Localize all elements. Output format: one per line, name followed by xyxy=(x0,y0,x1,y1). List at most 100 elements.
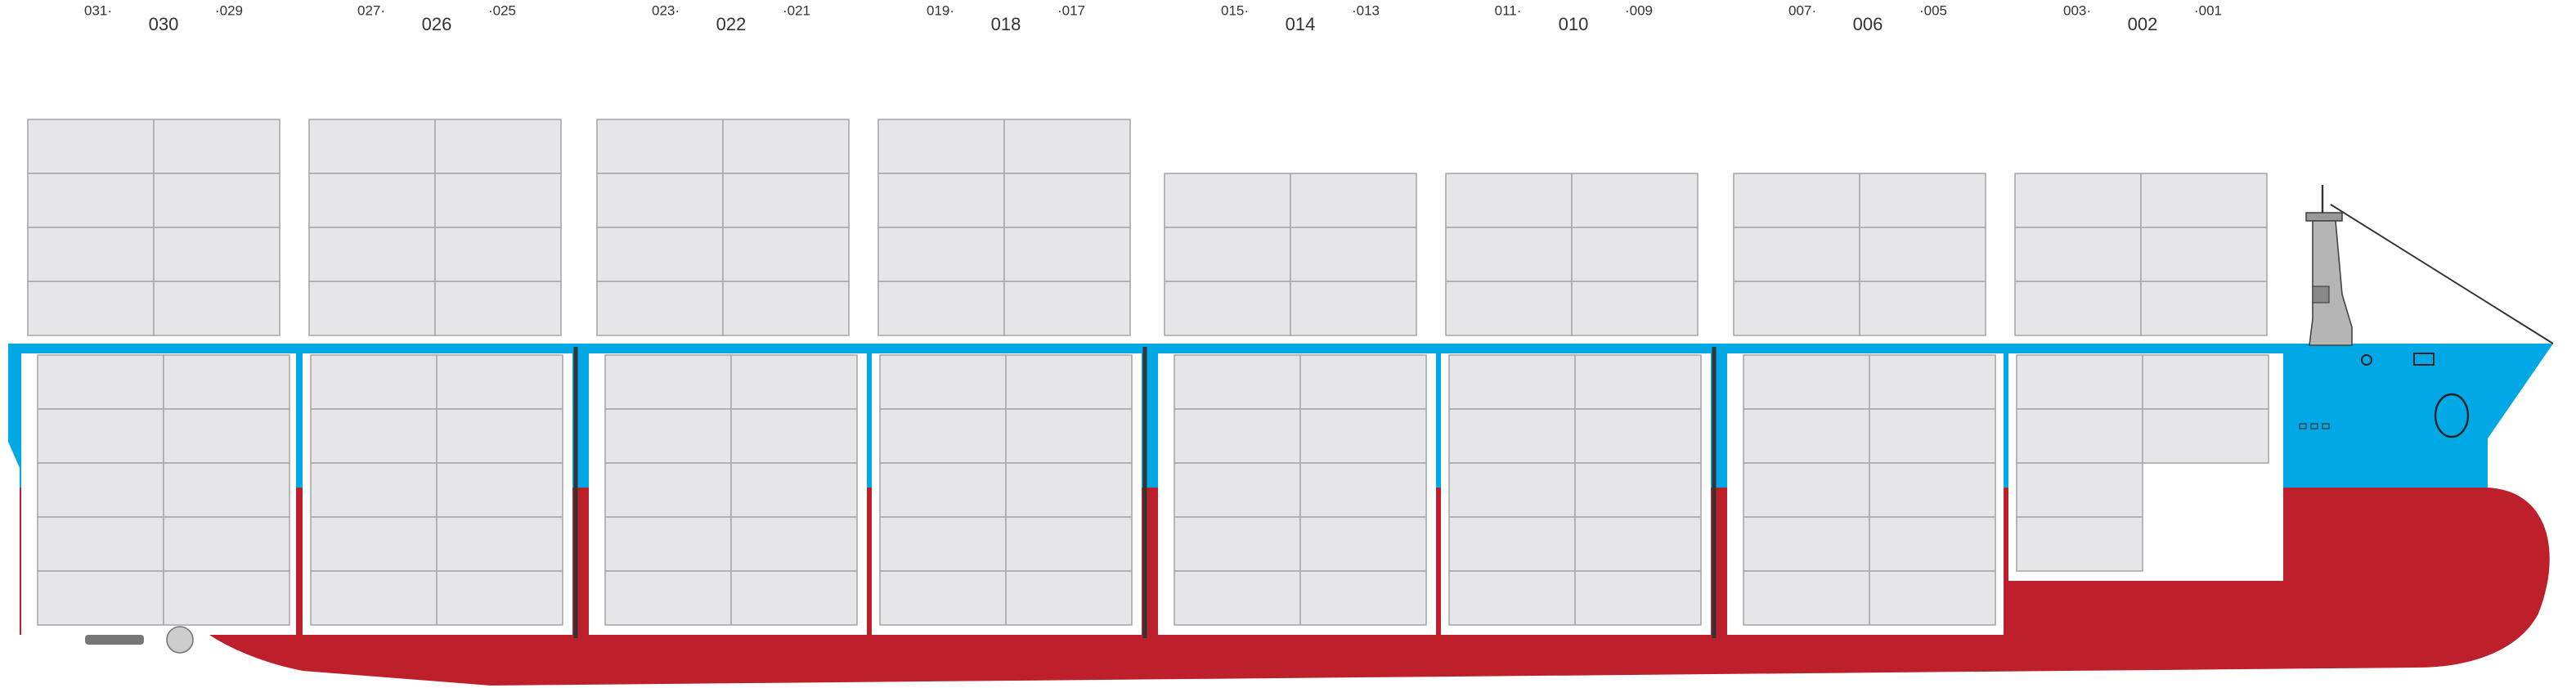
bay-label-left: 003· xyxy=(2063,2,2091,18)
hold-container xyxy=(604,462,732,518)
hold-container xyxy=(436,354,563,410)
deck-container xyxy=(2014,227,2142,282)
anchor xyxy=(2434,393,2470,438)
deck-container xyxy=(1571,281,1699,336)
hold-container xyxy=(879,462,1007,518)
deck-container xyxy=(308,281,436,336)
hold-container xyxy=(1174,570,1301,626)
hold-container xyxy=(2142,354,2269,410)
hold-container xyxy=(1869,354,1996,410)
deck-container xyxy=(2140,281,2268,336)
hold-container xyxy=(1005,408,1133,464)
deck-container xyxy=(153,173,280,228)
hold-container xyxy=(879,408,1007,464)
bay-label-right: ·013 xyxy=(1352,2,1380,18)
deck-container xyxy=(596,173,724,228)
hold-container xyxy=(1299,408,1427,464)
hold-container xyxy=(436,462,563,518)
deck-container xyxy=(1003,227,1131,282)
hold-container xyxy=(1005,516,1133,572)
deck-container xyxy=(1733,227,1860,282)
hold-container xyxy=(1743,462,1870,518)
deck-container xyxy=(153,281,280,336)
hold-container xyxy=(1005,462,1133,518)
deck-container xyxy=(1164,281,1291,336)
bay-label-left: 019· xyxy=(927,2,954,18)
hold-container xyxy=(1869,570,1996,626)
deck-container xyxy=(1859,281,1986,336)
hold-container xyxy=(310,570,438,626)
deck-container xyxy=(1445,227,1573,282)
bay-label-right: ·005 xyxy=(1919,2,1947,18)
hold-container xyxy=(1574,354,1702,410)
deck-container xyxy=(1571,227,1699,282)
bridge-top xyxy=(2305,212,2343,222)
hold-container xyxy=(879,516,1007,572)
hold-container xyxy=(37,516,164,572)
deck-container xyxy=(1290,173,1417,228)
hold-container xyxy=(604,408,732,464)
hold-container xyxy=(163,516,290,572)
hold-container xyxy=(1574,408,1702,464)
deck-container xyxy=(308,173,436,228)
bay-label-right: ·001 xyxy=(2194,2,2222,18)
bridge xyxy=(2309,220,2353,346)
deck-container xyxy=(1290,281,1417,336)
deck-container xyxy=(153,119,280,174)
deck-container xyxy=(2140,173,2268,228)
hold-container xyxy=(163,354,290,410)
hold-container xyxy=(1448,570,1576,626)
bay-label-right: ·017 xyxy=(1057,2,1085,18)
hold-container xyxy=(2016,462,2143,518)
deck-container xyxy=(1733,173,1860,228)
hold-container xyxy=(1869,408,1996,464)
bay-label-right: ·025 xyxy=(488,2,516,18)
deck-container xyxy=(434,281,562,336)
hold-container xyxy=(1448,516,1576,572)
hold-container xyxy=(730,462,858,518)
deck-container xyxy=(434,227,562,282)
hold-container xyxy=(1299,570,1427,626)
hold-container xyxy=(604,354,732,410)
hold-container xyxy=(1448,354,1576,410)
bay-label-left: 011· xyxy=(1495,2,1522,18)
deck-container xyxy=(1859,173,1986,228)
bay-label-left: 023· xyxy=(652,2,680,18)
hold-container xyxy=(310,462,438,518)
deck-container xyxy=(596,119,724,174)
deck-container xyxy=(1445,173,1573,228)
deck-container xyxy=(434,173,562,228)
deck-container xyxy=(722,227,850,282)
hold-container xyxy=(1448,408,1576,464)
hold-container xyxy=(1005,354,1133,410)
deck-container xyxy=(434,119,562,174)
deck-container xyxy=(1859,227,1986,282)
deck-container xyxy=(1571,173,1699,228)
deck-container xyxy=(1003,119,1131,174)
hold-container xyxy=(730,570,858,626)
hold-container xyxy=(604,570,732,626)
hold-container xyxy=(163,462,290,518)
hold-container xyxy=(2142,408,2269,464)
deck-container xyxy=(308,227,436,282)
forestay xyxy=(2330,204,2554,344)
hold-container xyxy=(163,408,290,464)
holds xyxy=(21,119,2283,635)
deck-container xyxy=(1445,281,1573,336)
bay-labels: 031· 030 ·029 027· 026 ·025 023· 022 ·021 019· 018… xyxy=(84,2,2222,34)
hold-container xyxy=(1005,570,1133,626)
hold-container xyxy=(37,354,164,410)
deck-container xyxy=(1733,281,1860,336)
bay-label: 002 xyxy=(2128,14,2158,34)
logo xyxy=(2361,354,2372,366)
deck-container xyxy=(2140,227,2268,282)
deck-container xyxy=(27,173,155,228)
ports xyxy=(2299,423,2330,429)
hold-container xyxy=(2016,408,2143,464)
hold-container xyxy=(879,354,1007,410)
hold-container xyxy=(163,570,290,626)
deck-container xyxy=(877,227,1005,282)
hold-container xyxy=(1174,408,1301,464)
hold-container xyxy=(37,408,164,464)
